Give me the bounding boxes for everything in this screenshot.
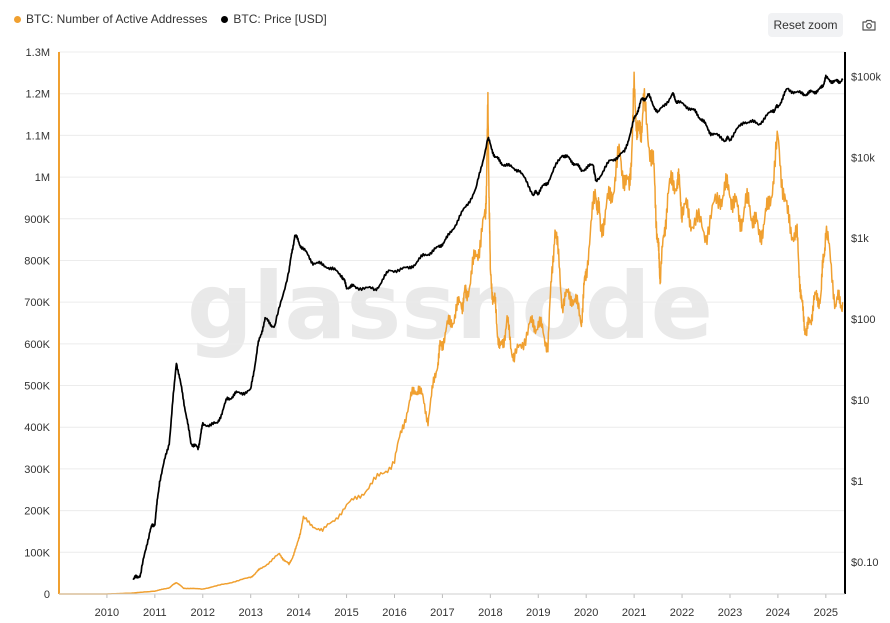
- x-tick-label: 2024: [766, 607, 790, 619]
- legend-label-price: BTC: Price [USD]: [233, 12, 327, 26]
- x-tick-label: 2018: [478, 607, 502, 619]
- watermark: glassnode: [187, 253, 713, 360]
- x-tick-label: 2010: [95, 607, 119, 619]
- left-tick-label: 600K: [24, 339, 50, 351]
- left-axis-ticks: 0 100K 200K 300K 400K 500K 600K 700K 800K 900K 1M 1…: [24, 47, 50, 601]
- right-tick-label: $10: [851, 395, 869, 407]
- x-tick-label: 2019: [526, 607, 550, 619]
- legend-label-active-addresses: BTC: Number of Active Addresses: [26, 12, 208, 26]
- legend-dot-price: [221, 15, 229, 23]
- left-tick-label: 1.1M: [26, 130, 50, 142]
- right-tick-label: $10k: [851, 152, 875, 164]
- series-layer: [59, 71, 844, 595]
- series-line-price[interactable]: [132, 74, 844, 581]
- left-tick-label: 400K: [24, 422, 50, 434]
- legend-dot-active-addresses: [14, 15, 21, 23]
- x-tick-label: 2022: [670, 607, 694, 619]
- x-tick-label: 2017: [430, 607, 454, 619]
- right-tick-label: $1: [851, 476, 863, 488]
- left-tick-label: 800K: [24, 255, 50, 267]
- left-tick-label: 700K: [24, 297, 50, 309]
- left-tick-label: 0: [44, 589, 50, 601]
- right-tick-label: $0.10: [851, 557, 879, 569]
- gridlines: [59, 51, 845, 595]
- x-axis-ticks: 2010 2011 2012 2013 2014 2015 2016 2017 2018 2019…: [95, 594, 838, 619]
- x-tick-label: 2013: [238, 607, 262, 619]
- x-tick-label: 2021: [622, 607, 646, 619]
- left-tick-label: 900K: [24, 214, 50, 226]
- left-tick-label: 300K: [24, 464, 50, 476]
- camera-icon[interactable]: [858, 14, 880, 36]
- left-tick-label: 1.3M: [26, 47, 50, 59]
- series-line-active-addresses[interactable]: [59, 71, 844, 595]
- legend-item-price[interactable]: BTC: Price [USD]: [221, 12, 327, 26]
- x-tick-label: 2012: [191, 607, 215, 619]
- left-tick-label: 200K: [24, 506, 50, 518]
- left-tick-label: 100K: [24, 547, 50, 559]
- left-tick-label: 500K: [24, 381, 50, 393]
- camera-icon-glyph: [862, 19, 876, 31]
- x-tick-label: 2025: [814, 607, 838, 619]
- right-tick-label: $100k: [851, 71, 881, 83]
- left-tick-label: 1M: [35, 172, 50, 184]
- x-tick-label: 2011: [143, 607, 167, 619]
- x-tick-label: 2016: [382, 607, 406, 619]
- left-tick-label: 1.2M: [26, 89, 50, 101]
- right-axis-ticks: $0.10 $1 $10 $100 $1k $10k $100k: [851, 71, 881, 568]
- chart-legend: BTC: Number of Active Addresses BTC: Pri…: [14, 12, 327, 26]
- legend-item-active-addresses[interactable]: BTC: Number of Active Addresses: [14, 12, 207, 26]
- right-tick-label: $1k: [851, 233, 869, 245]
- x-tick-label: 2015: [334, 607, 358, 619]
- right-tick-label: $100: [851, 314, 875, 326]
- x-tick-label: 2020: [574, 607, 598, 619]
- x-tick-label: 2023: [718, 607, 742, 619]
- reset-zoom-button[interactable]: Reset zoom: [768, 13, 843, 37]
- x-tick-label: 2014: [286, 607, 310, 619]
